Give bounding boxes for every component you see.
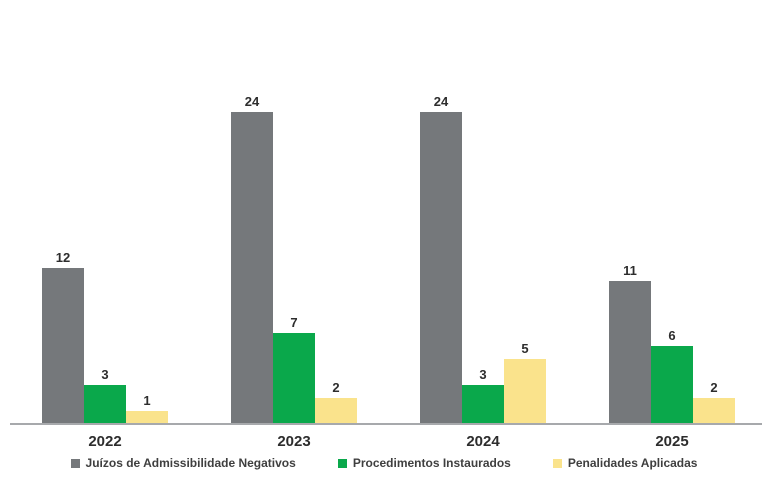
legend-swatch-icon [552,458,562,468]
bar [126,411,168,424]
bar [315,398,357,424]
bar [651,346,693,424]
bar-value-label: 24 [244,94,260,109]
legend-label: Penalidades Aplicadas [567,456,698,470]
bar-group-2023: 24 7 2 [231,0,357,424]
bar-value-label: 3 [101,367,109,382]
bar-wrap: 3 [84,0,126,424]
bar-value-label: 11 [623,263,637,278]
bar-group-2022: 12 3 1 [42,0,168,424]
bar-wrap: 1 [126,0,168,424]
bar-wrap: 24 [420,0,462,424]
legend-label: Juízos de Admissibilidade Negativos [85,456,296,470]
bar-wrap: 7 [273,0,315,424]
legend-item: Penalidades Aplicadas [552,456,698,470]
bar [504,359,546,424]
bar [273,333,315,424]
x-axis-line [10,423,762,425]
bar [462,385,504,424]
bar-value-label: 5 [521,341,529,356]
bar [231,112,273,424]
bar-wrap: 6 [651,0,693,424]
bar-value-label: 7 [290,315,298,330]
bar-value-label: 12 [55,250,71,265]
bar-wrap: 3 [462,0,504,424]
legend-swatch-icon [70,458,80,468]
legend: Juízos de Admissibilidade Negativos Proce… [0,456,768,470]
legend-label: Procedimentos Instaurados [352,456,511,470]
bar-value-label: 6 [668,328,676,343]
x-tick-label: 2024 [466,433,500,450]
bar [42,268,84,424]
legend-item: Juízos de Admissibilidade Negativos [70,456,296,470]
bar-wrap: 5 [504,0,546,424]
x-tick-label: 2022 [88,433,122,450]
bar-wrap: 11 [609,0,651,424]
bar [420,112,462,424]
bar-value-label: 2 [710,380,718,395]
bar-group-2024: 24 3 5 [420,0,546,424]
bar-value-label: 1 [143,393,151,408]
x-axis-tick-labels: 2022 2023 2024 2025 [42,433,735,450]
bar-value-label: 24 [433,94,449,109]
bar [84,385,126,424]
bar [609,281,651,424]
bar-wrap: 12 [42,0,84,424]
legend-swatch-icon [337,458,347,468]
x-tick-label: 2025 [655,433,689,450]
legend-item: Procedimentos Instaurados [337,456,511,470]
bar-value-label: 3 [479,367,487,382]
bar-wrap: 24 [231,0,273,424]
plot-area: 12 3 1 24 7 2 24 3 5 11 6 2 [42,0,735,424]
bar-value-label: 2 [332,380,340,395]
bar [693,398,735,424]
bar-wrap: 2 [315,0,357,424]
x-tick-label: 2023 [277,433,311,450]
bar-group-2025: 11 6 2 [609,0,735,424]
bar-wrap: 2 [693,0,735,424]
